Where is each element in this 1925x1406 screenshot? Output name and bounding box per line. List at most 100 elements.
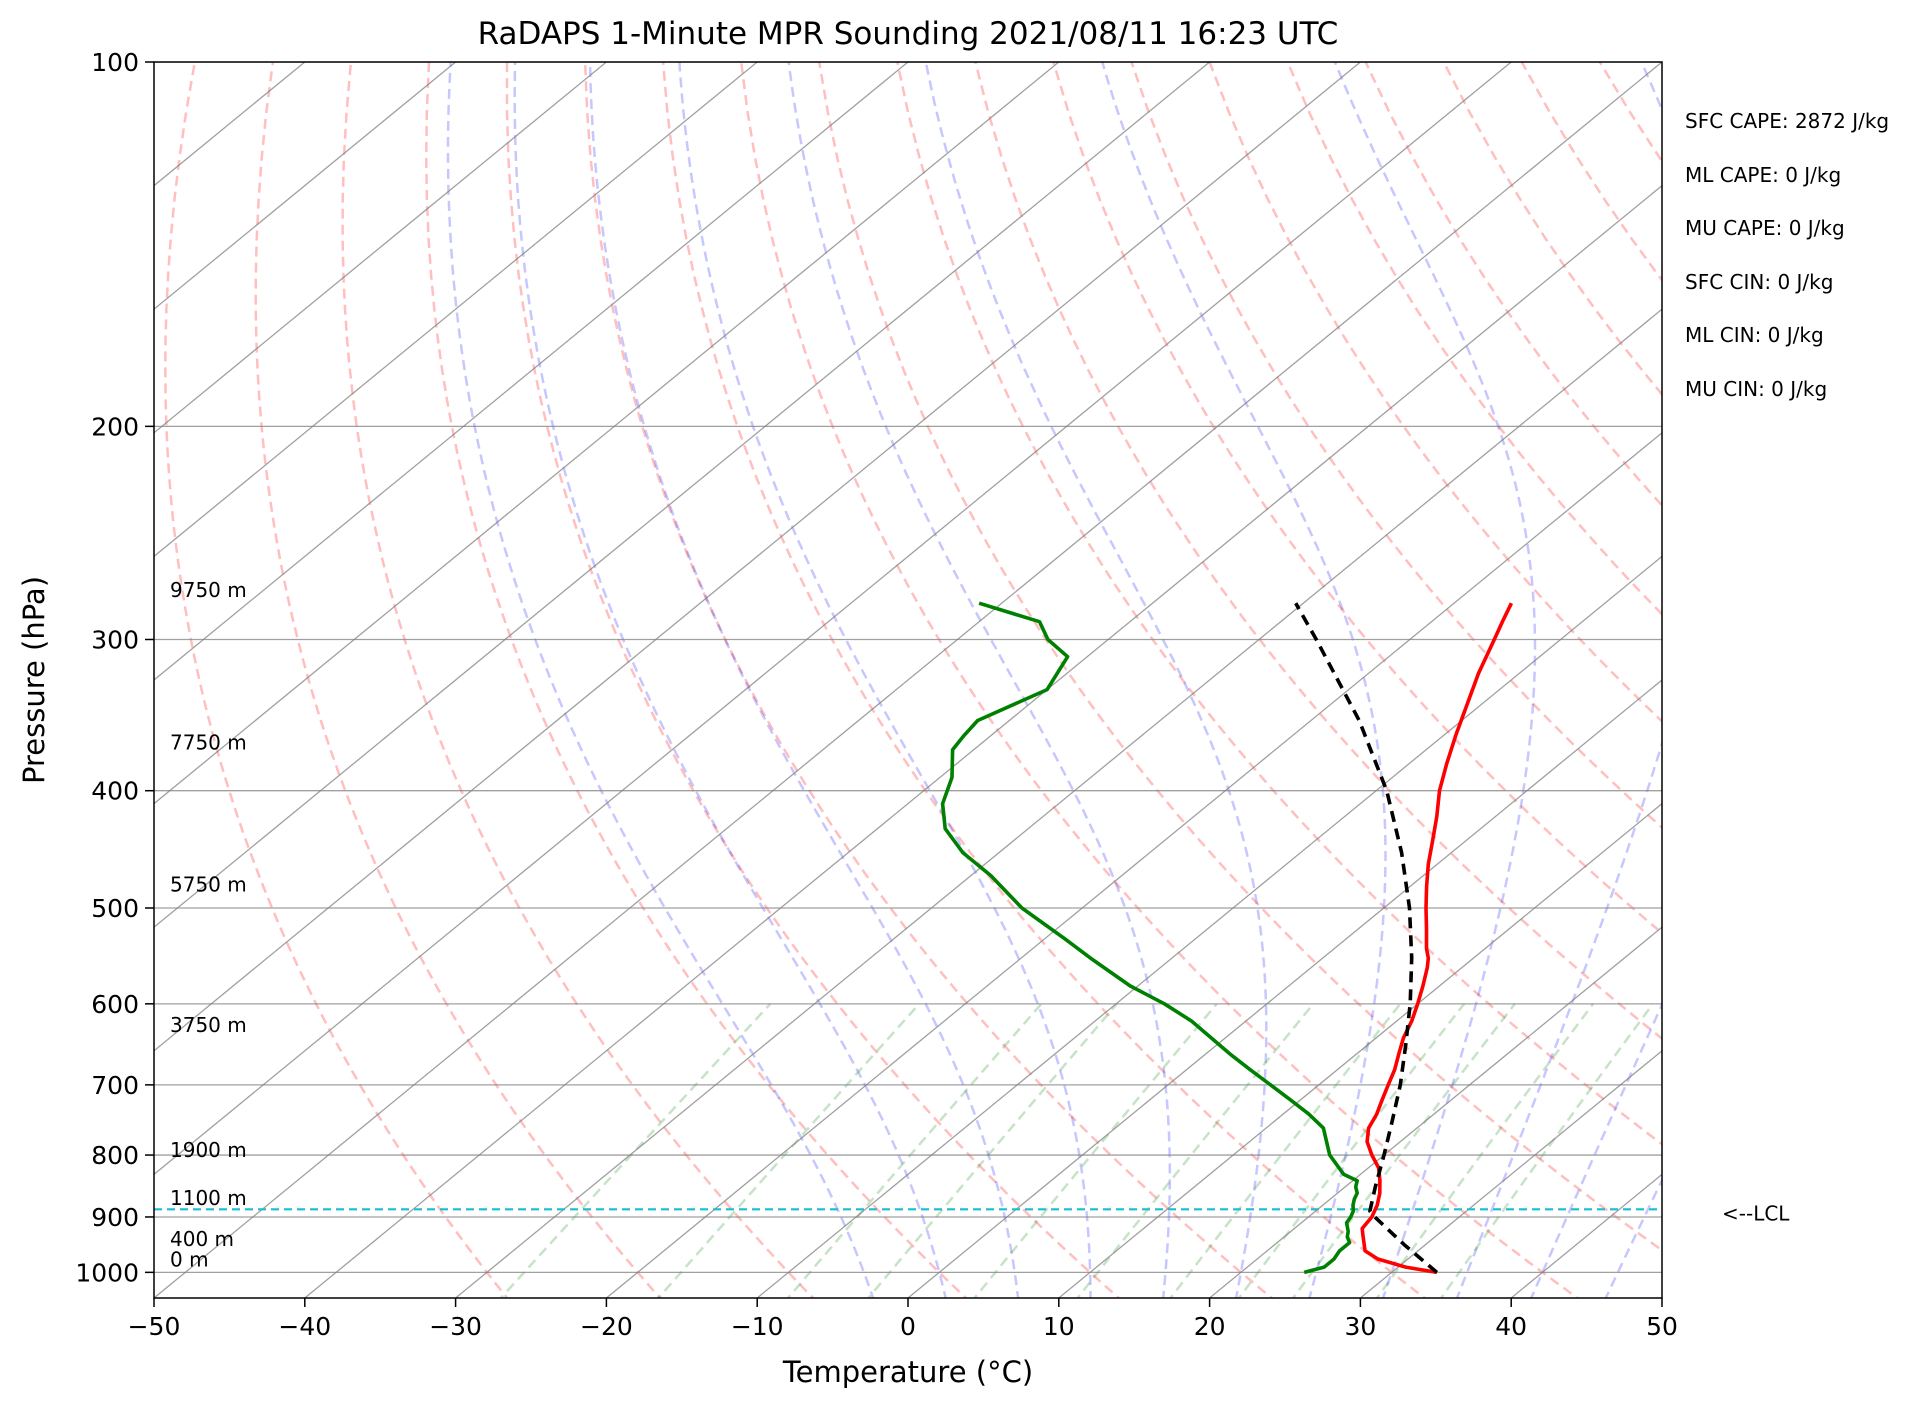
x-tick-label: −30 xyxy=(429,1312,482,1341)
x-axis: −50 −40 −30 −20 −10 0 10 20 30 40 50 xyxy=(128,1298,1678,1341)
stat-sfc-cape: SFC CAPE: 2872 J/kg xyxy=(1685,109,1889,133)
dry-adiabat xyxy=(1364,62,1662,508)
x-tick-label: −10 xyxy=(731,1312,784,1341)
dry-adiabat xyxy=(1912,62,1925,1303)
isotherm xyxy=(154,62,1662,1298)
stats-panel: SFC CAPE: 2872 J/kg ML CAPE: 0 J/kg MU C… xyxy=(1685,109,1889,401)
height-label: 1100 m xyxy=(170,1186,247,1210)
y-axis-label: Pressure (hPa) xyxy=(17,576,51,784)
dry-adiabat xyxy=(1598,62,1662,164)
moist-adiabat xyxy=(1604,1177,1662,1298)
dry-adiabat xyxy=(1756,62,1925,1303)
temperature-line xyxy=(1360,602,1514,1275)
parcel-profile-line xyxy=(1294,602,1439,1274)
dry-adiabat xyxy=(505,62,1121,1298)
isotherm xyxy=(605,431,1662,1298)
height-label: 1900 m xyxy=(170,1138,247,1162)
moist-adiabat xyxy=(1679,62,1925,1301)
x-tick-label: 50 xyxy=(1646,1312,1678,1341)
height-label: 0 m xyxy=(170,1247,209,1271)
x-tick-label: −50 xyxy=(128,1312,181,1341)
dry-adiabat xyxy=(1130,62,1662,830)
y-tick-label: 800 xyxy=(91,1141,139,1170)
isotherm xyxy=(154,62,1512,1176)
moist-adiabat xyxy=(1101,62,1387,1298)
stat-sfc-cin: SFC CIN: 0 J/kg xyxy=(1685,270,1833,294)
dry-adiabat xyxy=(896,62,1662,1146)
isotherm xyxy=(756,555,1662,1298)
isotherm xyxy=(154,62,1361,1052)
mixing-ratio-line xyxy=(656,1002,921,1298)
moist-adiabat xyxy=(1333,62,1537,1298)
height-label: 5750 m xyxy=(170,872,247,896)
y-tick-label: 300 xyxy=(91,625,139,654)
mixing-ratio-line xyxy=(1076,1003,1315,1298)
mixing-ratio-line xyxy=(499,1002,772,1298)
dry-adiabat xyxy=(661,62,1427,1298)
moist-adiabat xyxy=(924,62,1268,1298)
y-tick-label: 500 xyxy=(91,894,139,923)
y-tick-label: 100 xyxy=(91,48,139,77)
lcl-line-group: <--LCL xyxy=(154,1201,1790,1225)
y-tick-label: 700 xyxy=(91,1071,139,1100)
profile-lines xyxy=(940,601,1514,1275)
stat-ml-cin: ML CIN: 0 J/kg xyxy=(1685,323,1824,347)
lcl-label: <--LCL xyxy=(1722,1201,1790,1225)
isotherm xyxy=(154,62,758,558)
moist-adiabat xyxy=(446,62,875,1298)
isotherm xyxy=(154,62,607,434)
moist-adiabat xyxy=(513,62,947,1298)
mixing-ratio-line xyxy=(1169,1003,1402,1298)
mixing-ratio-line xyxy=(786,1002,1043,1298)
dry-adiabat xyxy=(1442,62,1662,397)
dry-adiabat xyxy=(1208,62,1662,724)
isotherm xyxy=(1058,802,1662,1298)
dry-adiabat xyxy=(817,62,1662,1252)
x-tick-label: 0 xyxy=(900,1312,916,1341)
height-label: 7750 m xyxy=(170,730,247,754)
isotherm xyxy=(154,62,1060,805)
dry-adiabat xyxy=(1678,62,1925,1303)
height-label: 3750 m xyxy=(170,1013,247,1037)
moist-adiabat xyxy=(1529,1001,1662,1298)
y-tick-label: 900 xyxy=(91,1203,139,1232)
mixing-ratio-line xyxy=(1291,1003,1516,1298)
moist-adiabat xyxy=(1455,62,1662,1298)
isotherm xyxy=(1813,62,1925,1298)
isotherm xyxy=(455,308,1662,1298)
x-tick-label: −20 xyxy=(580,1312,633,1341)
y-tick-label: 600 xyxy=(91,990,139,1019)
stat-ml-cape: ML CAPE: 0 J/kg xyxy=(1685,163,1841,187)
stat-mu-cape: MU CAPE: 0 J/kg xyxy=(1685,216,1845,240)
height-label: 9750 m xyxy=(170,578,247,602)
dry-adiabat xyxy=(739,62,1580,1298)
dry-adiabat xyxy=(424,62,968,1298)
x-tick-label: 30 xyxy=(1344,1312,1376,1341)
mixing-ratio-line xyxy=(972,1003,1218,1298)
mixing-ratio-line xyxy=(1439,1003,1654,1298)
chart-title: RaDAPS 1-Minute MPR Sounding 2021/08/11 … xyxy=(478,16,1339,52)
isotherm xyxy=(1209,926,1662,1298)
y-tick-label: 200 xyxy=(91,412,139,441)
dry-adiabat xyxy=(1286,62,1662,616)
x-tick-label: 40 xyxy=(1495,1312,1527,1341)
mixing-ratio-line xyxy=(1237,1003,1466,1298)
dry-adiabat xyxy=(974,62,1662,1041)
dewpoint-line xyxy=(940,601,1359,1275)
isotherm xyxy=(1359,1049,1662,1298)
y-tick-label: 1000 xyxy=(75,1258,139,1287)
x-tick-label: 10 xyxy=(1043,1312,1075,1341)
background-grid xyxy=(154,62,1925,1303)
isotherm xyxy=(907,679,1662,1298)
y-axis: 1000 900 800 700 600 500 400 300 200 100 xyxy=(75,48,154,1287)
moist-adiabat xyxy=(678,62,1092,1298)
isotherm xyxy=(1661,1297,1662,1298)
y-tick-label: 400 xyxy=(91,777,139,806)
isotherm xyxy=(304,184,1662,1298)
x-tick-label: 20 xyxy=(1194,1312,1226,1341)
dry-adiabat xyxy=(164,62,509,1298)
moist-adiabat xyxy=(787,62,1172,1298)
stat-mu-cin: MU CIN: 0 J/kg xyxy=(1685,377,1827,401)
